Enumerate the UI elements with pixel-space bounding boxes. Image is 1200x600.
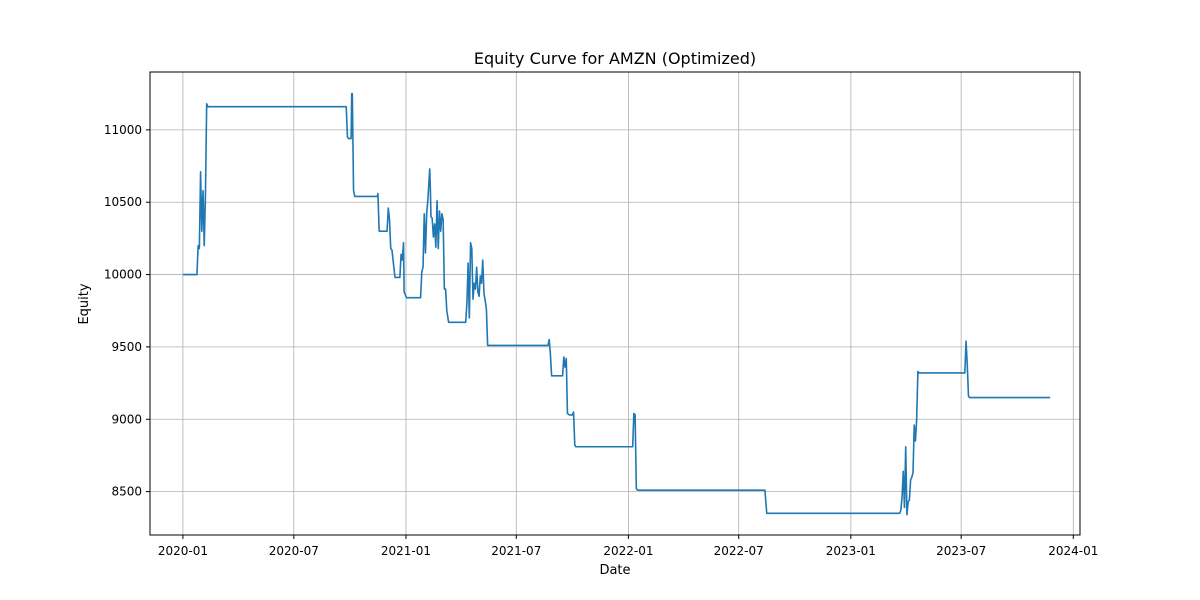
x-tick-label: 2022-01 xyxy=(603,544,653,558)
x-tick-label: 2020-01 xyxy=(158,544,208,558)
plot-frame xyxy=(149,71,1081,536)
grid-layer xyxy=(150,72,1080,535)
line-layer xyxy=(182,92,1051,516)
y-tick-label: 8500 xyxy=(111,485,142,499)
y-tick-label: 11000 xyxy=(104,123,142,137)
x-tick-label: 2021-01 xyxy=(381,544,431,558)
y-tick-label: 10500 xyxy=(104,195,142,209)
x-tick-label: 2021-07 xyxy=(491,544,541,558)
y-tick-label: 9000 xyxy=(111,412,142,426)
chart-title: Equity Curve for AMZN (Optimized) xyxy=(474,49,756,68)
y-tick-label: 9500 xyxy=(111,340,142,354)
x-tick-label: 2023-07 xyxy=(936,544,986,558)
y-tick-label: 10000 xyxy=(104,268,142,282)
y-axis-label: Equity xyxy=(77,283,92,324)
x-tick-label: 2020-07 xyxy=(269,544,319,558)
equity-line xyxy=(182,92,1051,516)
x-tick-label: 2023-01 xyxy=(826,544,876,558)
x-tick-label: 2022-07 xyxy=(714,544,764,558)
x-axis-label: Date xyxy=(599,563,630,578)
x-tick-label: 2024-01 xyxy=(1048,544,1098,558)
tick-layer: 2020-01 2020-07 2021-01 2021-07 2022-01 2022-… xyxy=(104,123,1099,558)
